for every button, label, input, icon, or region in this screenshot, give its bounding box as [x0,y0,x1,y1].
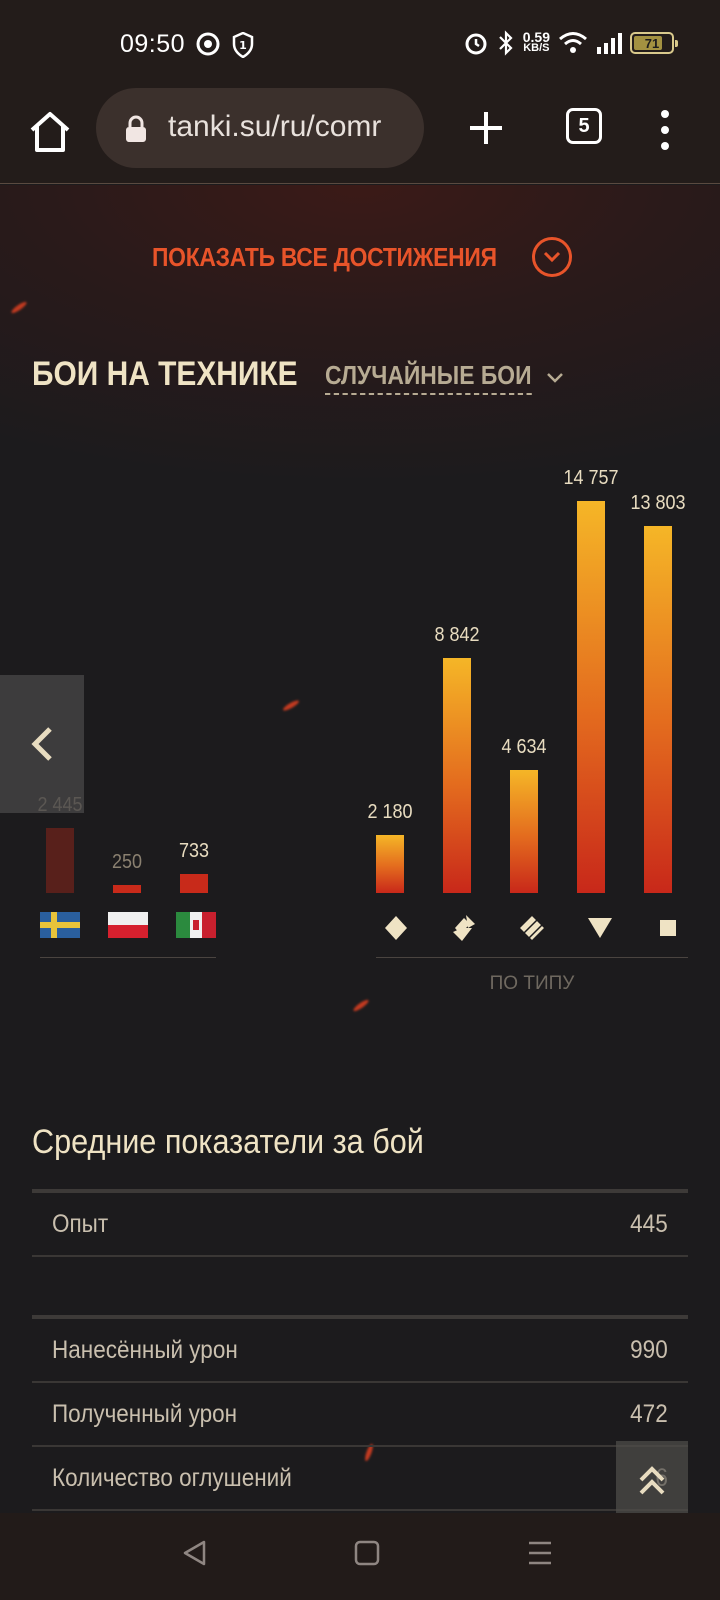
by-type-caption: ПО ТИПУ [489,973,575,994]
chrome-icon [196,32,220,56]
type-bar-label-light-tank: 2 180 [367,801,413,824]
new-tab-button[interactable] [462,104,510,152]
type-bar-label-heavy-tank: 4 634 [501,735,547,758]
status-bar: 09:50 1 0.59 KB/S [0,0,720,88]
wifi-icon [559,32,587,53]
type-bar-medium-tank [443,658,471,893]
nation-bar-label-italy: 733 [178,839,210,862]
stat-value: 472 [630,1399,668,1428]
stat-row: Полученный урон 472 [32,1383,688,1447]
type-bar-label-tank-destroyer: 14 757 [563,467,619,489]
battle-mode-dropdown[interactable]: СЛУЧАЙНЫЕ БОИ [325,360,564,395]
medium-tank-icon [453,915,475,941]
type-bar-label-medium-tank: 8 842 [434,624,480,647]
battle-mode-value: СЛУЧАЙНЫЕ БОИ [325,360,532,395]
home-nav-button[interactable] [353,1538,381,1568]
stat-row: Количество оглушений 6 [32,1447,688,1511]
double-chevron-up-icon [639,1466,665,1495]
home-button[interactable] [24,106,76,158]
stat-value: 445 [630,1209,668,1238]
stat-row: Опыт 445 [32,1193,688,1257]
alarm-icon [465,33,487,55]
bluetooth-icon [498,30,513,56]
type-bar-spg [644,526,672,893]
italy-flag-icon [176,912,216,938]
address-bar[interactable]: tanki.su/ru/comr [96,88,424,168]
system-nav-bar [0,1513,720,1600]
stat-row: Нанесённый урон 990 [32,1319,688,1383]
nation-bar-sweden [46,828,74,893]
clock: 09:50 [120,30,186,58]
section-title: БОИ НА ТЕХНИКЕ [32,355,298,393]
type-bar-tank-destroyer [577,501,605,893]
poland-flag-icon [108,912,148,938]
averages-title: Средние показатели за бой [32,1123,424,1161]
show-all-achievements-button[interactable]: ПОКАЗАТЬ ВСЕ ДОСТИЖЕНИЯ [152,237,572,277]
show-all-achievements-label: ПОКАЗАТЬ ВСЕ ДОСТИЖЕНИЯ [152,241,497,272]
stat-group: Нанесённый урон 990 Полученный урон 472 … [32,1315,688,1511]
stat-value: 990 [630,1335,668,1364]
chevron-down-icon [546,372,563,383]
vpn-shield-icon: 1 [232,32,254,58]
chevron-down-circle-icon [531,237,572,277]
nation-bar-italy [180,873,208,893]
scroll-to-top-button[interactable] [616,1441,688,1513]
nation-bar-label-poland: 250 [111,851,143,873]
browser-toolbar: tanki.su/ru/comr 5 [0,88,720,184]
nation-axis-line [40,957,216,958]
browser-menu-button[interactable] [650,106,680,154]
stat-group: Опыт 445 [32,1189,688,1257]
sweden-flag-icon [40,912,80,938]
battery-icon: 71 [630,32,678,54]
type-bar-label-spg: 13 803 [630,492,686,515]
stat-label: Опыт [52,1209,109,1238]
tab-switcher-button[interactable]: 5 [566,108,602,144]
signal-icon [597,33,622,54]
light-tank-icon [385,916,407,940]
chevron-left-icon [31,727,52,761]
heavy-tank-icon [518,914,546,942]
nation-bar-poland [113,885,141,893]
averages-table: Опыт 445 Нанесённый урон 990 Полученный … [32,1189,688,1511]
stat-label: Количество оглушений [52,1463,292,1492]
page-content: ПОКАЗАТЬ ВСЕ ДОСТИЖЕНИЯ БОИ НА ТЕХНИКЕ С… [0,185,720,1513]
spg-icon [660,920,676,936]
chart-prev-button[interactable] [0,675,84,813]
type-axis-line [376,957,688,958]
tank-destroyer-icon [588,918,612,938]
stat-label: Полученный урон [52,1399,238,1428]
stat-label: Нанесённый урон [52,1335,238,1364]
lock-icon [126,115,146,142]
back-button[interactable] [180,1538,210,1568]
svg-text:1: 1 [239,39,247,52]
recents-button[interactable] [526,1538,554,1568]
type-bar-heavy-tank [510,769,538,893]
network-speed: 0.59 KB/S [522,29,550,54]
url-text: tanki.su/ru/comr [168,110,382,143]
type-bar-light-tank [376,835,404,893]
